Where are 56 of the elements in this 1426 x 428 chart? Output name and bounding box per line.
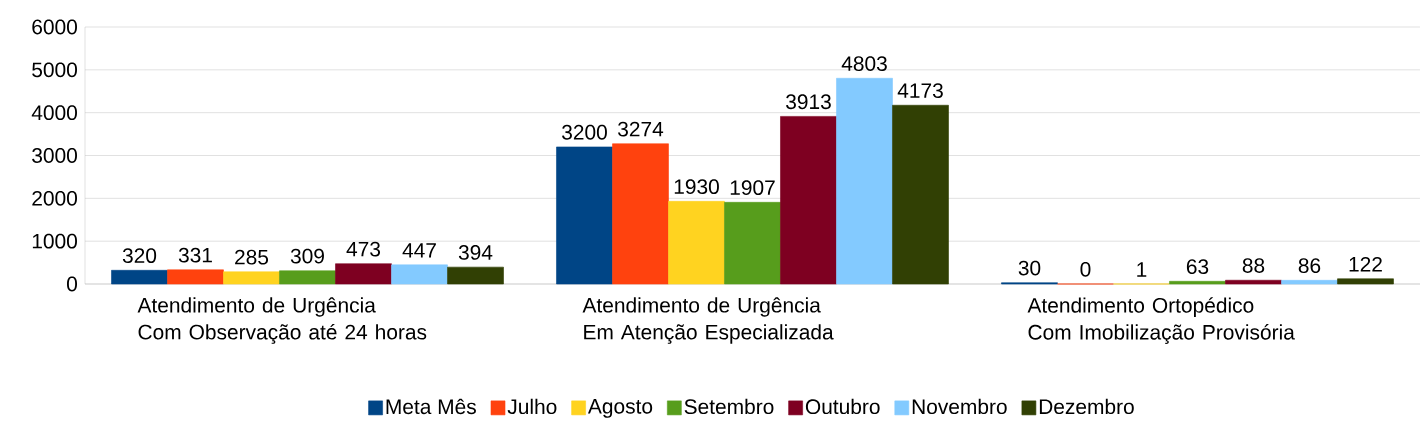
- bar: [279, 270, 336, 285]
- legend-label: Dezembro: [1039, 398, 1134, 415]
- bar: [1225, 279, 1282, 285]
- data-label: 1907: [730, 180, 775, 196]
- data-label: 320: [122, 248, 157, 264]
- y-tick-label: 4000: [31, 105, 77, 121]
- bar: [391, 264, 448, 285]
- x-tick-label: Atendimento de Urgência Em Atenção Especializada: [582, 297, 834, 344]
- data-label: 0: [1080, 261, 1091, 277]
- data-label: 1: [1137, 262, 1147, 277]
- data-label: 309: [290, 248, 324, 264]
- bar: [1337, 278, 1394, 285]
- data-label: 88: [1242, 258, 1265, 273]
- data-label: 63: [1186, 259, 1209, 275]
- data-label: 4173: [897, 83, 943, 98]
- legend-label: Setembro: [684, 398, 774, 415]
- bar: [892, 104, 949, 285]
- bar: [447, 266, 504, 285]
- bar: [167, 269, 224, 285]
- bar: [223, 271, 280, 285]
- y-tick-label: 2000: [32, 190, 77, 206]
- bar: [668, 201, 725, 285]
- data-label: 331: [178, 247, 212, 263]
- legend-label: Meta Mês: [386, 398, 476, 415]
- y-tick-label: 5000: [32, 62, 77, 78]
- bar: [780, 116, 837, 285]
- data-label: 86: [1298, 258, 1321, 274]
- bar: [111, 270, 168, 285]
- bar: [724, 202, 781, 285]
- data-label: 285: [235, 249, 269, 265]
- bar: [836, 77, 893, 285]
- legend-label: Julho: [507, 398, 557, 415]
- bar: [335, 263, 392, 285]
- legend-label: Novembro: [912, 398, 1007, 415]
- bar: [1281, 280, 1338, 285]
- x-tick-label: Atendimento Ortopédico Com Imobilização Provisória: [1027, 297, 1295, 344]
- y-tick-label: 1000: [32, 233, 77, 249]
- data-label: 394: [458, 245, 493, 260]
- data-label: 447: [402, 243, 436, 258]
- y-tick-label: 3000: [32, 148, 77, 163]
- data-label: 30: [1018, 260, 1041, 276]
- y-tick-label: 0: [67, 276, 78, 292]
- bar: [612, 143, 669, 285]
- legend-label: Agosto: [587, 399, 653, 418]
- bar: [556, 146, 613, 285]
- data-label: 3274: [618, 121, 664, 137]
- y-tick-label: 6000: [32, 19, 77, 35]
- bar: [1169, 281, 1226, 285]
- data-label: 3913: [786, 94, 831, 110]
- data-label: 1930: [674, 179, 719, 195]
- data-label: 122: [1349, 256, 1382, 272]
- data-label: 4803: [841, 56, 887, 71]
- legend-label: Outubro: [805, 398, 880, 415]
- data-label: 473: [346, 241, 381, 257]
- x-tick-label: Atendimento de Urgência Com Observação até 24 horas: [137, 297, 427, 344]
- data-label: 3200: [562, 124, 607, 140]
